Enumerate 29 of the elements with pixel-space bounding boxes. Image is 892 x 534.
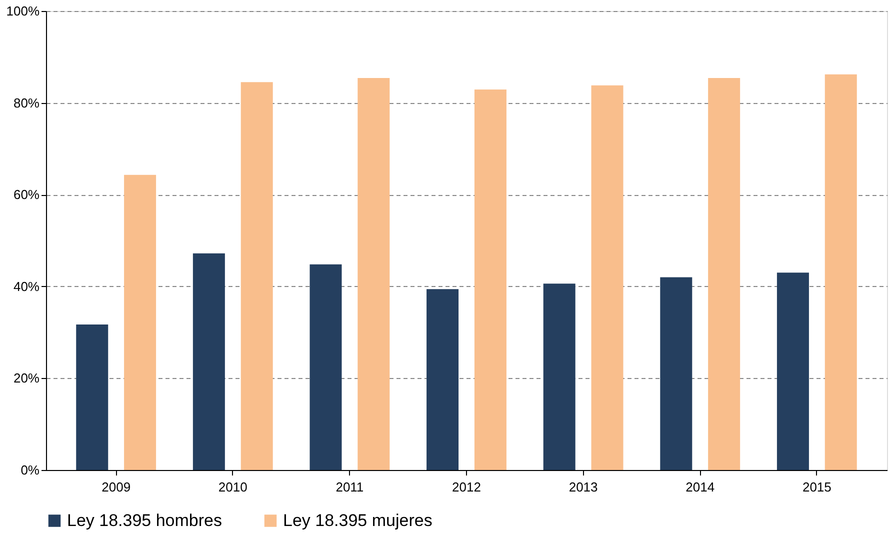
y-tick-label: 100% bbox=[6, 4, 40, 18]
y-tick-label: 80% bbox=[13, 95, 40, 110]
y-tick-label: 0% bbox=[20, 462, 40, 478]
x-tick-label: 2011 bbox=[336, 480, 364, 494]
bar bbox=[76, 324, 108, 470]
legend-label: Ley 18.395 mujeres bbox=[283, 510, 432, 530]
x-tick-label: 2013 bbox=[568, 480, 598, 494]
legend-label: Ley 18.395 hombres bbox=[67, 510, 222, 530]
bar bbox=[310, 264, 342, 470]
x-tick-label: 2014 bbox=[686, 480, 715, 494]
x-tick-label: 2015 bbox=[802, 480, 832, 494]
bar bbox=[660, 277, 692, 470]
y-tick-label: 20% bbox=[13, 370, 40, 386]
bar bbox=[358, 78, 390, 470]
bar bbox=[824, 74, 857, 470]
y-tick-label: 40% bbox=[13, 278, 40, 294]
x-tick-label: 2010 bbox=[218, 480, 248, 494]
bar bbox=[591, 85, 624, 470]
x-tick-label: 2012 bbox=[452, 480, 481, 494]
bar bbox=[776, 272, 809, 470]
bar bbox=[426, 289, 459, 470]
bar bbox=[240, 82, 273, 470]
bar bbox=[474, 89, 506, 470]
bar bbox=[708, 78, 740, 470]
bar bbox=[192, 253, 225, 470]
y-tick-label: 60% bbox=[13, 187, 40, 202]
bar bbox=[124, 174, 156, 470]
x-tick-label: 2009 bbox=[102, 480, 131, 494]
bar bbox=[543, 284, 576, 470]
